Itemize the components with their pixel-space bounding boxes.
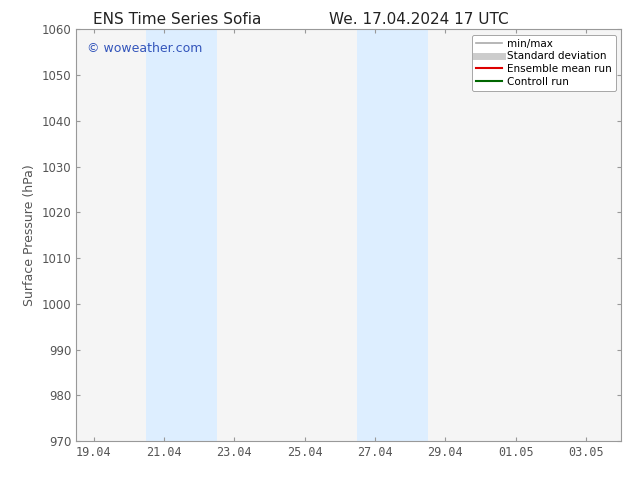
Bar — [358, 29, 428, 441]
Bar — [146, 29, 217, 441]
Legend: min/max, Standard deviation, Ensemble mean run, Controll run: min/max, Standard deviation, Ensemble me… — [472, 35, 616, 91]
Text: © woweather.com: © woweather.com — [87, 42, 202, 55]
Text: ENS Time Series Sofia: ENS Time Series Sofia — [93, 12, 262, 27]
Text: We. 17.04.2024 17 UTC: We. 17.04.2024 17 UTC — [328, 12, 508, 27]
Y-axis label: Surface Pressure (hPa): Surface Pressure (hPa) — [23, 164, 36, 306]
